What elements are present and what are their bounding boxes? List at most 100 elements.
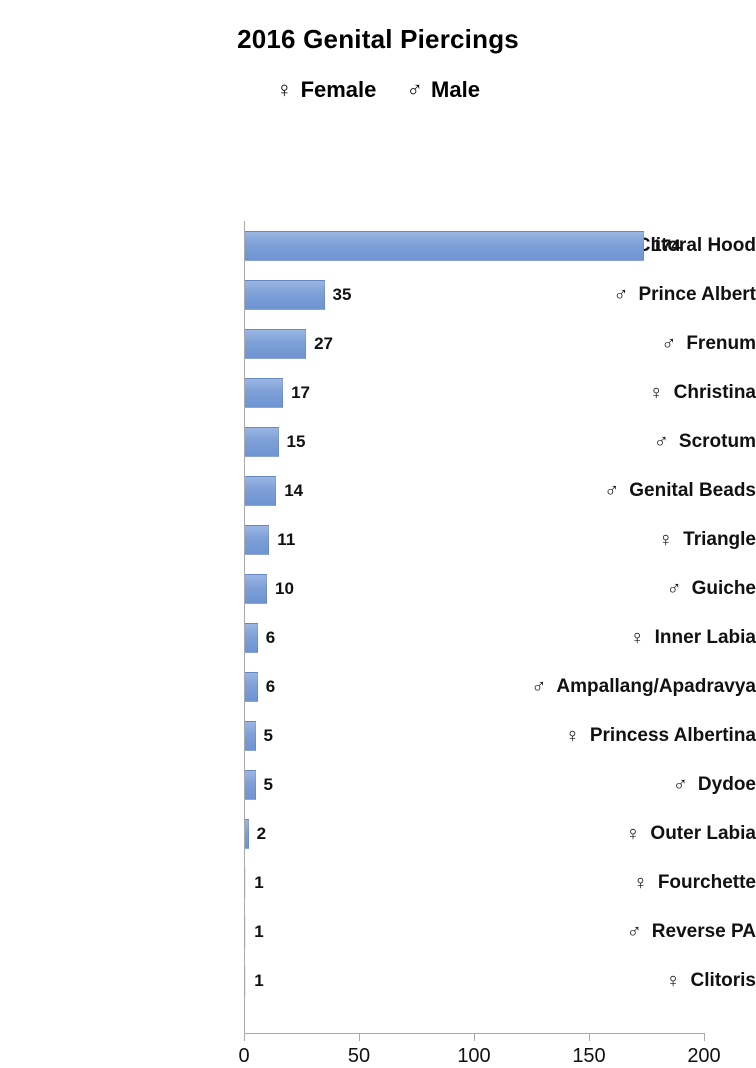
category-text: Christina (674, 382, 756, 404)
value-label: 15 (287, 432, 306, 452)
chart-row: ♀ Fourchette 1 (0, 868, 756, 898)
bar-wrap: 2 (244, 819, 266, 849)
category-label: ♀ Triangle (526, 525, 756, 555)
chart-row: ♂Ampallang/Apadravya 6 (0, 672, 756, 702)
male-icon: ♂ (673, 774, 688, 797)
category-text: Ampallang/Apadravya (556, 676, 756, 698)
category-label: ♂ Reverse PA (526, 917, 756, 947)
chart-row: ♂ Scrotum 15 (0, 427, 756, 457)
bar (244, 378, 283, 408)
bar-wrap: 27 (244, 329, 333, 359)
bar (244, 623, 258, 653)
female-icon: ♀ (625, 823, 640, 846)
category-label: ♂ Prince Albert (526, 280, 756, 310)
bar-wrap: 1 (244, 917, 264, 947)
chart-title: 2016 Genital Piercings (0, 0, 756, 55)
bar (244, 476, 276, 506)
male-icon: ♂ (604, 480, 619, 503)
chart-row: ♀ Triangle 11 (0, 525, 756, 555)
category-label: ♂ Scrotum (526, 427, 756, 457)
female-icon: ♀ (565, 725, 580, 748)
female-icon: ♀ (633, 872, 648, 895)
category-label: ♂ Genital Beads (526, 476, 756, 506)
male-icon: ♂ (627, 921, 642, 944)
male-icon: ♂ (654, 431, 669, 454)
category-text: Triangle (683, 529, 756, 551)
y-axis-line (244, 221, 245, 1033)
female-icon: ♀ (630, 627, 645, 650)
bar (244, 770, 256, 800)
category-label: ♀ Outer Labia (526, 819, 756, 849)
female-icon: ♀ (649, 382, 664, 405)
x-tick-label: 0 (238, 1045, 249, 1068)
category-label: ♂ Dydoe (526, 770, 756, 800)
bar (244, 280, 325, 310)
x-tick-mark (244, 1033, 245, 1041)
female-icon: ♀ (666, 970, 681, 993)
value-label: 10 (275, 579, 294, 599)
x-tick-label: 150 (572, 1045, 605, 1068)
value-label: 2 (257, 824, 266, 844)
category-text: Guiche (692, 578, 756, 600)
chart-row: ♂ Genital Beads 14 (0, 476, 756, 506)
x-tick-label: 200 (687, 1045, 720, 1068)
bar-wrap: 5 (244, 721, 273, 751)
chart-row: ♀ Outer Labia 2 (0, 819, 756, 849)
female-icon: ♀ (276, 77, 293, 103)
bar (244, 721, 256, 751)
legend: ♀ Female ♂ Male (0, 77, 756, 103)
value-label: 11 (277, 530, 295, 550)
chart-row: ♂ Reverse PA 1 (0, 917, 756, 947)
chart-row: ♀ Inner Labia 6 (0, 623, 756, 653)
female-icon: ♀ (658, 529, 673, 552)
value-label: 1 (254, 873, 263, 893)
category-label: ♀ Inner Labia (526, 623, 756, 653)
category-label: ♂ Frenum (526, 329, 756, 359)
bar (244, 231, 644, 261)
category-text: Prince Albert (638, 284, 756, 306)
bar-wrap: 5 (244, 770, 273, 800)
bar (244, 525, 269, 555)
value-label: 1 (254, 971, 263, 991)
bar-wrap: 6 (244, 623, 275, 653)
legend-label-male: Male (431, 77, 480, 103)
value-label: 14 (284, 481, 303, 501)
x-tick-label: 100 (457, 1045, 490, 1068)
x-tick-mark (359, 1033, 360, 1041)
value-label: 5 (264, 726, 273, 746)
category-text: Inner Labia (655, 627, 756, 649)
category-text: Scrotum (679, 431, 756, 453)
x-tick-label: 50 (348, 1045, 370, 1068)
category-label: ♀Princess Albertina (526, 721, 756, 751)
category-text: Reverse PA (652, 921, 756, 943)
value-label: 17 (291, 383, 310, 403)
chart-row: ♂ Guiche 10 (0, 574, 756, 604)
value-label: 5 (264, 775, 273, 795)
category-text: Fourchette (658, 872, 756, 894)
value-label: 27 (314, 334, 333, 354)
category-text: Outer Labia (650, 823, 756, 845)
chart-row: ♀ Christina 17 (0, 378, 756, 408)
bar-wrap: 11 (244, 525, 295, 555)
bar-wrap: 6 (244, 672, 275, 702)
bar (244, 672, 258, 702)
male-icon: ♂ (667, 578, 682, 601)
bar-wrap: 1 (244, 868, 264, 898)
male-icon: ♂ (661, 333, 676, 356)
category-label: ♀ Christina (526, 378, 756, 408)
chart-row: ♂ Frenum 27 (0, 329, 756, 359)
category-text: Clitoris (691, 970, 756, 992)
bar (244, 427, 279, 457)
bar-wrap: 1 (244, 966, 264, 996)
male-icon: ♂ (613, 284, 628, 307)
category-text: Frenum (686, 333, 756, 355)
bar-wrap: 15 (244, 427, 305, 457)
category-label: ♂ Guiche (526, 574, 756, 604)
value-label: 1 (254, 922, 263, 942)
category-label: ♂Ampallang/Apadravya (526, 672, 756, 702)
category-text: Genital Beads (629, 480, 756, 502)
legend-item-male: ♂ Male (407, 77, 480, 103)
chart-row: ♀Princess Albertina 5 (0, 721, 756, 751)
category-text: Dydoe (698, 774, 756, 796)
x-tick-mark (704, 1033, 705, 1041)
